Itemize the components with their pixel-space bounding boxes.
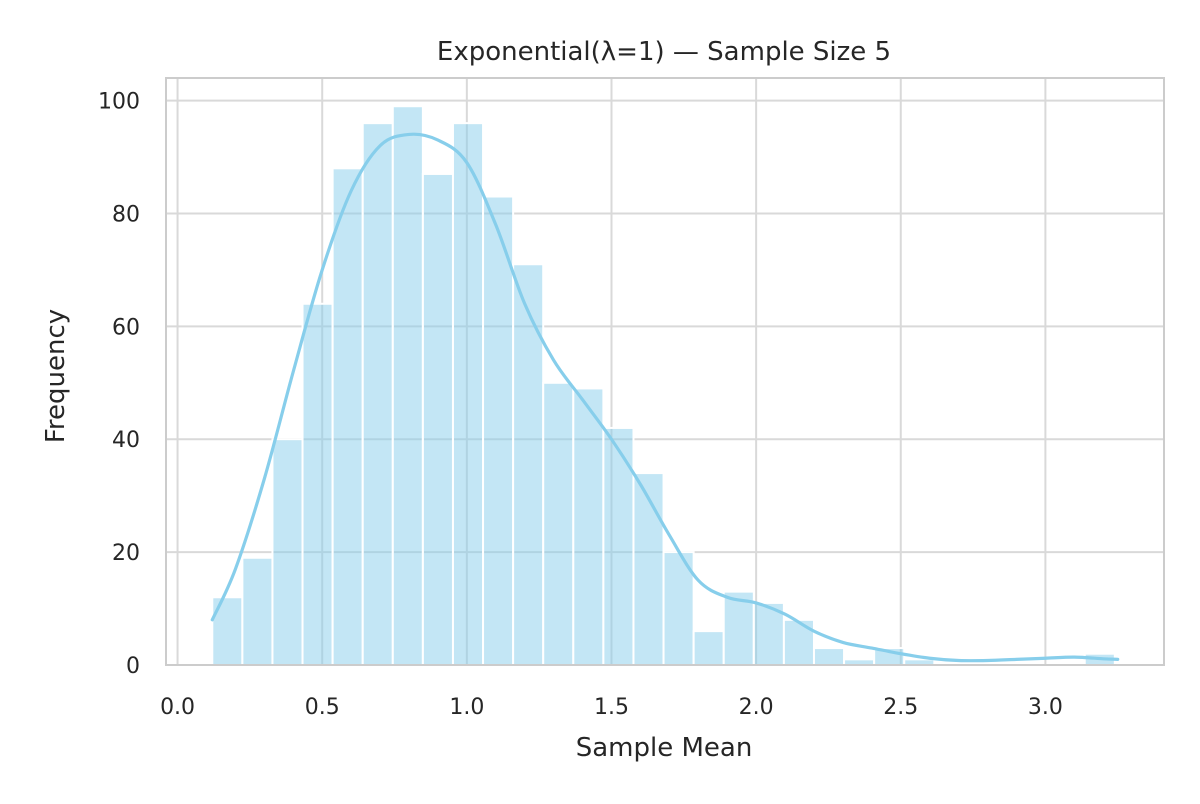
histogram-bar [451, 122, 485, 666]
histogram-bar [482, 195, 515, 666]
y-tick-label: 20 [112, 541, 140, 566]
histogram-bar [241, 556, 274, 667]
x-tick-label: 0.0 [160, 695, 195, 720]
x-tick-label: 2.0 [739, 695, 774, 720]
x-tick-label: 2.5 [883, 695, 918, 720]
histogram-bars [211, 105, 1116, 667]
plot-frame [165, 77, 1165, 666]
x-tick-label: 1.0 [449, 695, 484, 720]
kde-curve [210, 132, 1120, 663]
histogram-bar [271, 438, 304, 666]
y-tick-label: 100 [98, 90, 140, 115]
histogram-bar [331, 167, 364, 667]
histogram-bar [632, 472, 665, 666]
kde-curve-layer [210, 132, 1120, 663]
x-tick-label: 0.5 [305, 695, 340, 720]
histogram-bar [361, 122, 394, 666]
histogram-bar [512, 263, 545, 666]
histogram-bar [752, 601, 785, 666]
x-axis-title: Sample Mean [576, 733, 753, 763]
y-tick-label: 40 [112, 428, 140, 453]
y-tick-label: 80 [112, 202, 140, 227]
y-axis-ticks: 0 20 40 60 80 100 [98, 90, 140, 679]
histogram-bar [782, 618, 815, 666]
y-tick-label: 0 [126, 654, 140, 679]
histogram-bar [542, 381, 575, 666]
y-axis-title: Frequency [41, 309, 71, 443]
histogram-bar [692, 630, 725, 667]
x-tick-label: 1.5 [594, 695, 629, 720]
y-tick-label: 60 [112, 315, 140, 340]
histogram-bar [812, 647, 846, 667]
chart-title: Exponential(λ=1) — Sample Size 5 [437, 37, 891, 67]
histogram-bar [662, 551, 695, 666]
histogram-bar [391, 105, 424, 667]
histogram-bar [572, 387, 605, 666]
x-tick-label: 3.0 [1028, 695, 1063, 720]
histogram-bar [301, 302, 334, 666]
x-axis-ticks: 0.0 0.5 1.0 1.5 2.0 2.5 3.0 [160, 695, 1063, 720]
histogram-bar [421, 172, 454, 666]
